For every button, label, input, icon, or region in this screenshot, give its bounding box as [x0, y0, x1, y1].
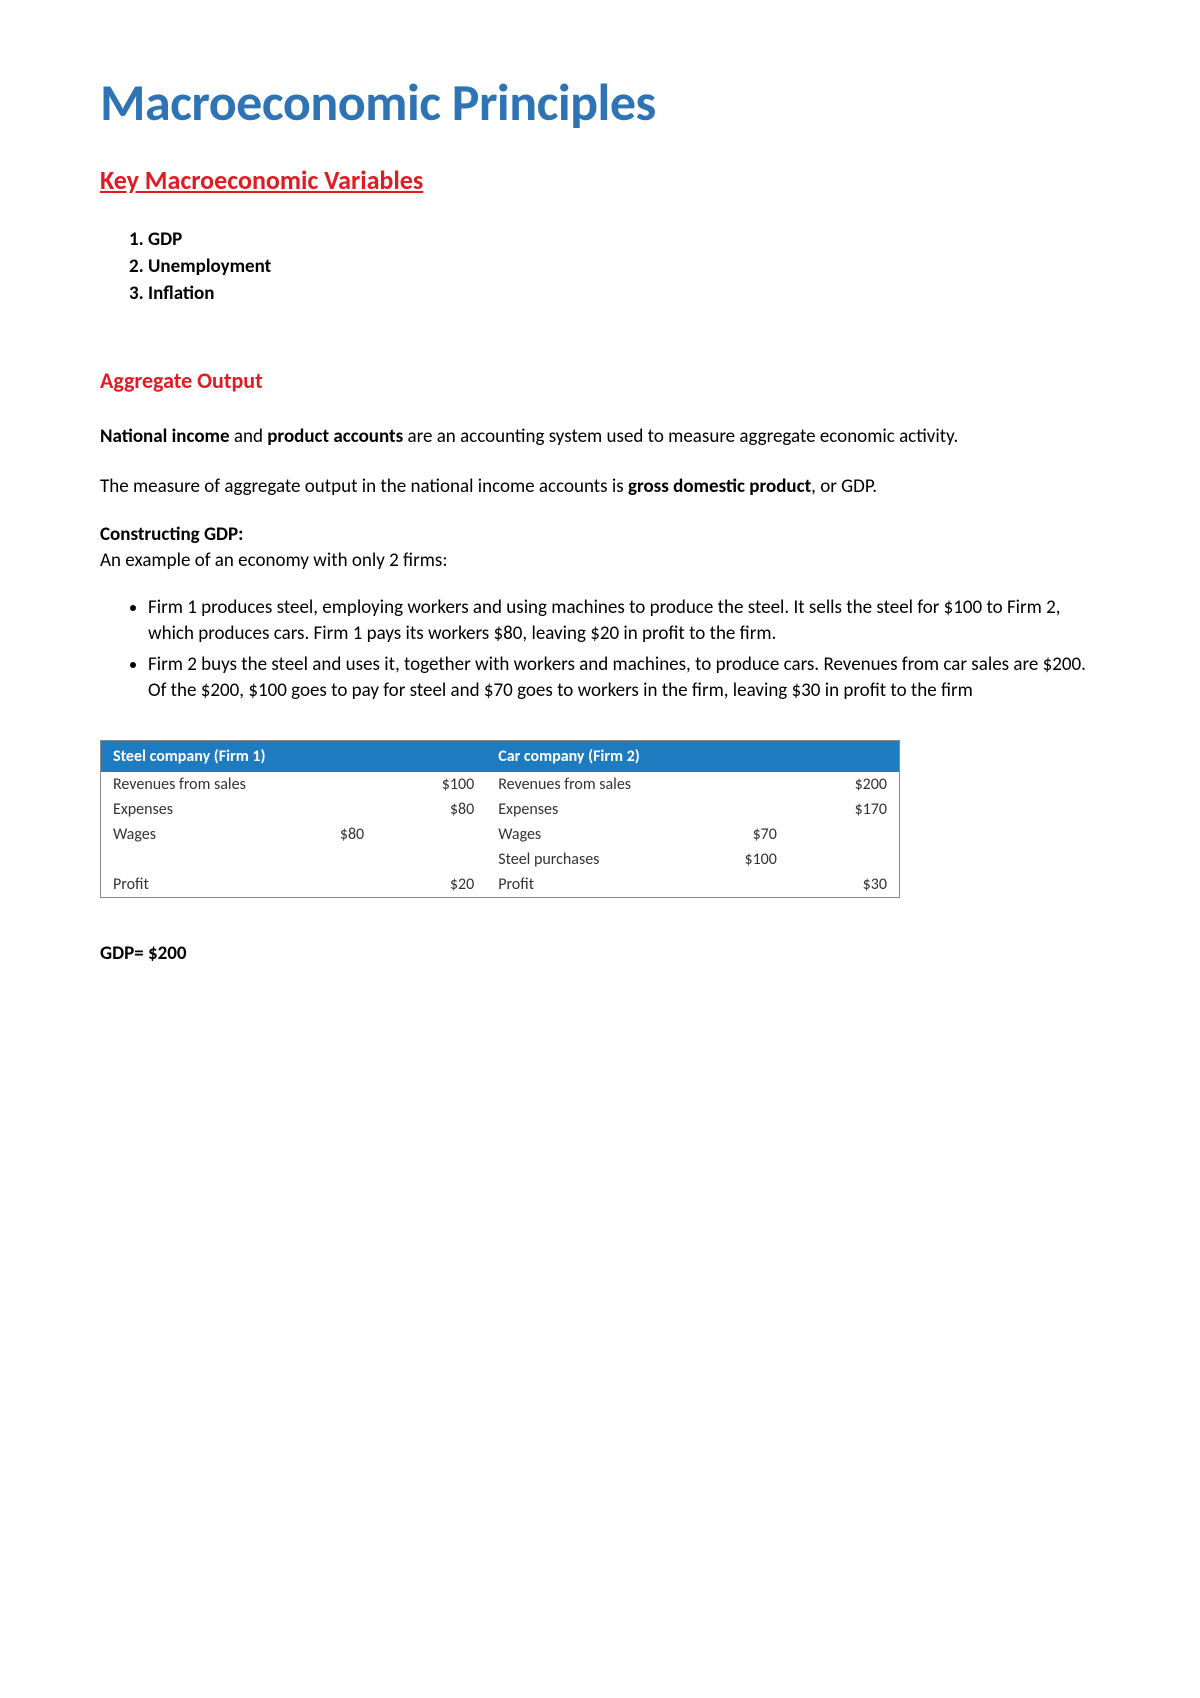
table-cell: $20	[376, 872, 486, 897]
table-cell: $100	[706, 847, 789, 872]
body-text: are an accounting system used to measure…	[403, 425, 958, 448]
list-item: GDP	[148, 226, 1100, 253]
table-cell	[294, 872, 377, 897]
table-cell	[376, 822, 486, 847]
table-cell: $170	[789, 797, 899, 822]
firm-example-list: Firm 1 produces steel, employing workers…	[148, 592, 1100, 707]
table-cell	[294, 772, 377, 797]
table-row: Expenses$80Expenses$170	[101, 797, 899, 822]
list-item: Firm 2 buys the steel and uses it, toget…	[148, 649, 1100, 706]
constructing-gdp-subtext: An example of an economy with only 2 fir…	[100, 548, 1100, 574]
table-cell	[789, 822, 899, 847]
bold-text: National income	[100, 425, 230, 448]
gdp-result: GDP= $200	[100, 942, 1100, 965]
table-cell	[789, 847, 899, 872]
table-row: Profit$20Profit$30	[101, 872, 899, 897]
table-cell: $70	[706, 822, 789, 847]
table-row: Wages$80Wages$70	[101, 822, 899, 847]
table-cell: Profit	[101, 872, 294, 897]
paragraph-national-income: National income and product accounts are…	[100, 424, 1100, 450]
list-item: Unemployment	[148, 253, 1100, 280]
table-cell	[294, 847, 377, 872]
table-cell	[706, 772, 789, 797]
paragraph-gdp-definition: The measure of aggregate output in the n…	[100, 474, 1100, 500]
table-header-firm1: Steel company (Firm 1)	[101, 741, 486, 772]
constructing-gdp-heading: Constructing GDP:	[100, 523, 1100, 546]
table-cell: $80	[376, 797, 486, 822]
table-cell	[101, 847, 294, 872]
body-text: and	[230, 425, 268, 448]
table-cell	[376, 847, 486, 872]
table-cell: $30	[789, 872, 899, 897]
table-row: Revenues from sales$100Revenues from sal…	[101, 772, 899, 797]
table-cell: $100	[376, 772, 486, 797]
gdp-table-container: Steel company (Firm 1) Car company (Firm…	[100, 740, 900, 898]
table-cell: Wages	[101, 822, 294, 847]
list-item: Inflation	[148, 280, 1100, 307]
table-cell: Revenues from sales	[101, 772, 294, 797]
table-cell: $80	[294, 822, 377, 847]
table-row: Steel purchases$100	[101, 847, 899, 872]
gdp-table: Steel company (Firm 1) Car company (Firm…	[101, 741, 899, 897]
table-cell: Wages	[486, 822, 706, 847]
page-title: Macroeconomic Principles	[100, 70, 1100, 134]
table-cell: Profit	[486, 872, 706, 897]
document-page: Macroeconomic Principles Key Macroeconom…	[0, 0, 1200, 1065]
body-text: The measure of aggregate output in the n…	[100, 475, 628, 498]
table-cell: $200	[789, 772, 899, 797]
table-cell	[706, 872, 789, 897]
table-cell: Expenses	[486, 797, 706, 822]
table-cell	[706, 797, 789, 822]
table-cell: Expenses	[101, 797, 294, 822]
table-cell	[294, 797, 377, 822]
bold-text: product accounts	[267, 425, 403, 448]
list-item: Firm 1 produces steel, employing workers…	[148, 592, 1100, 649]
section-heading-key-variables: Key Macroeconomic Variables	[100, 164, 1100, 196]
key-variables-list: GDP Unemployment Inflation	[148, 226, 1100, 307]
table-header-firm2: Car company (Firm 2)	[486, 741, 899, 772]
subsection-heading-aggregate-output: Aggregate Output	[100, 367, 1100, 394]
table-cell: Steel purchases	[486, 847, 706, 872]
body-text: , or GDP.	[811, 475, 877, 498]
bold-text: gross domestic product	[628, 475, 811, 498]
table-cell: Revenues from sales	[486, 772, 706, 797]
